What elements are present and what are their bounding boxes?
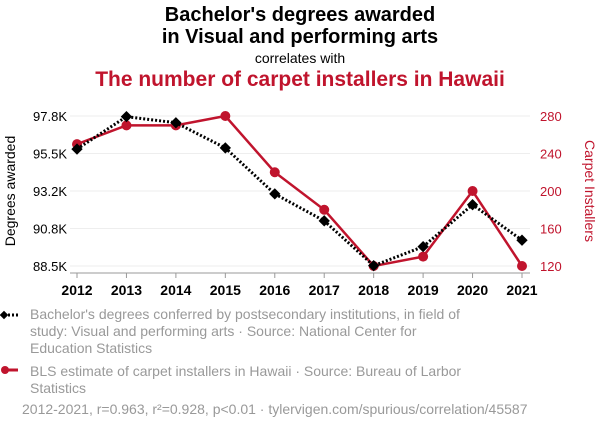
data-point-carpet	[467, 186, 478, 196]
x-tick-label: 2013	[111, 282, 142, 298]
y2-tick-label: 160	[540, 222, 562, 237]
line-chart: 88.5K 120 90.8K 160 93.2K 200 95.5K 240 97.8K 280…	[2, 109, 598, 298]
x-tick-label: 2016	[259, 282, 290, 298]
y2-tick-label: 280	[540, 109, 562, 124]
chart-title-line2: in Visual and performing arts	[161, 26, 439, 48]
data-point-carpet	[319, 204, 330, 215]
data-point-carpet	[418, 251, 429, 262]
legend-circle-icon	[1, 366, 9, 374]
data-point-degrees	[318, 215, 330, 227]
y2-tick-label: 120	[540, 259, 562, 274]
data-point-degrees	[516, 234, 528, 246]
y2-tick-label: 200	[540, 184, 562, 199]
data-point-carpet	[220, 111, 231, 121]
data-point-carpet	[269, 167, 280, 178]
y-axis-label: Degrees awarded	[2, 136, 18, 247]
y2-tick-label: 240	[540, 147, 562, 162]
x-tick-label: 2014	[160, 282, 191, 298]
y-tick-label: 95.5K	[33, 147, 67, 162]
series-line-degrees	[76, 115, 523, 268]
chart-subtitle: correlates with	[254, 50, 346, 66]
x-tick-label: 2019	[408, 282, 439, 298]
data-point-degrees	[368, 260, 380, 272]
x-tick-label: 2021	[506, 282, 537, 298]
y-tick-label: 97.8K	[33, 109, 67, 124]
data-point-carpet	[517, 261, 527, 271]
x-tick-label: 2012	[61, 282, 92, 298]
data-point-degrees	[219, 142, 231, 154]
x-tick-label: 2018	[358, 282, 389, 298]
chart-title-line1: Bachelor's degrees awarded	[164, 4, 436, 26]
y-tick-label: 93.2K	[33, 184, 67, 199]
y-tick-label: 88.5K	[33, 259, 67, 274]
x-tick-label: 2020	[457, 282, 488, 298]
data-point-degrees	[466, 199, 479, 211]
legend-markers	[0, 310, 20, 374]
legend-diamond-icon	[0, 310, 9, 320]
data-point-degrees	[417, 240, 429, 253]
data-point-degrees	[269, 188, 281, 200]
y2-axis-label: Carpet Installers	[582, 140, 598, 242]
x-tick-label: 2015	[210, 282, 241, 298]
data-point-carpet	[121, 120, 132, 131]
legend-item-carpet: BLS estimate of carpet installers in Haw…	[30, 363, 462, 396]
x-tick-label: 2017	[309, 282, 340, 298]
chart-title-secondary: The number of carpet installers in Hawai…	[95, 68, 505, 91]
legend-item-degrees: Bachelor's degrees conferred by postseco…	[30, 306, 460, 356]
footer-stats: 2012-2021, r=0.963, r²=0.928, p<0.01 · t…	[22, 401, 528, 417]
y-tick-label: 90.8K	[33, 222, 67, 237]
